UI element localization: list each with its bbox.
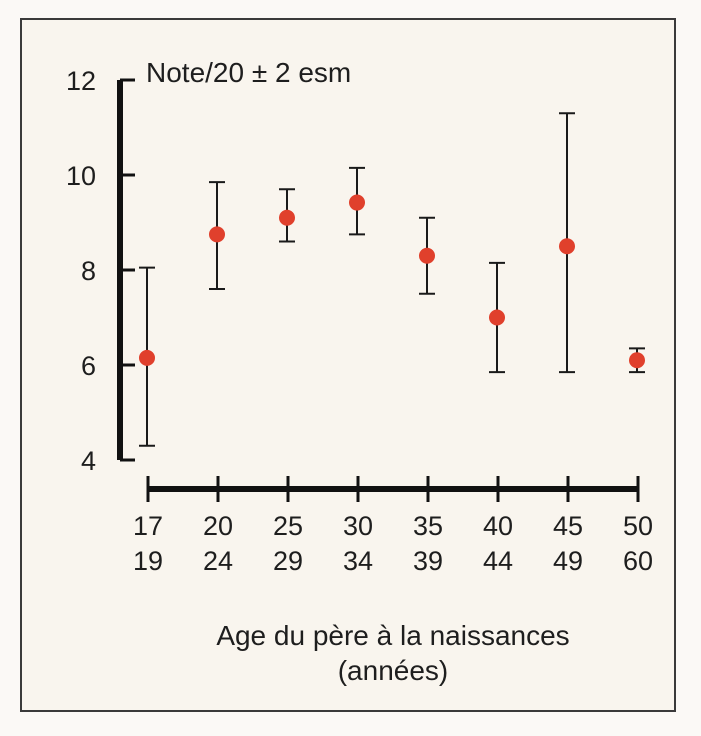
x-tick-label-bottom-2: 29 [273, 546, 303, 576]
x-tick-label-bottom-5: 44 [483, 546, 513, 576]
data-point-2 [279, 209, 295, 226]
data-point-5 [489, 309, 505, 326]
x-tick-label-bottom-4: 39 [413, 546, 443, 576]
y-tick-label-10: 10 [66, 161, 96, 191]
chart-title: Note/20 ± 2 esm [146, 57, 351, 88]
x-tick-label-bottom-1: 24 [203, 546, 233, 576]
x-axis-label-line-2: (années) [338, 655, 449, 686]
data-point-4 [419, 247, 435, 264]
data-point-6 [559, 238, 575, 255]
x-tick-label-bottom-0: 19 [133, 546, 163, 576]
data-point-3 [349, 194, 365, 211]
x-tick-label-top-5: 40 [483, 511, 513, 541]
x-tick-label-top-7: 50 [623, 511, 653, 541]
data-point-1 [209, 226, 225, 243]
y-tick-label-6: 6 [81, 351, 96, 381]
x-tick-label-top-2: 25 [273, 511, 303, 541]
x-tick-label-top-3: 30 [343, 511, 373, 541]
data-point-7 [629, 352, 645, 369]
x-tick-label-bottom-6: 49 [553, 546, 583, 576]
y-tick-label-4: 4 [81, 446, 96, 476]
x-axis-label-line-1: Age du père à la naissances [216, 620, 569, 651]
x-tick-label-bottom-3: 34 [343, 546, 373, 576]
x-tick-label-top-0: 17 [133, 511, 163, 541]
data-point-0 [139, 349, 155, 366]
y-tick-label-8: 8 [81, 256, 96, 286]
x-tick-label-top-6: 45 [553, 511, 583, 541]
x-tick-label-top-4: 35 [413, 511, 443, 541]
x-tick-label-bottom-7: 60 [623, 546, 653, 576]
x-tick-label-top-1: 20 [203, 511, 233, 541]
y-tick-label-12: 12 [66, 66, 96, 96]
